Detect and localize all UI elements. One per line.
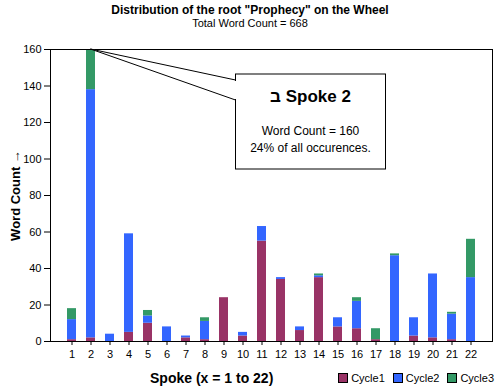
svg-text:Word Count →: Word Count → xyxy=(8,150,23,241)
svg-text:4: 4 xyxy=(126,348,132,360)
svg-text:9: 9 xyxy=(221,348,227,360)
svg-text:40: 40 xyxy=(29,262,41,274)
html-text:Cycle3: Cycle3 xyxy=(460,372,494,384)
svg-text:80: 80 xyxy=(29,189,41,201)
svg-text:5: 5 xyxy=(145,348,151,360)
svg-text:160: 160 xyxy=(23,43,41,55)
svg-text:140: 140 xyxy=(23,80,41,92)
svg-text:8: 8 xyxy=(202,348,208,360)
svg-text:15: 15 xyxy=(332,348,344,360)
svg-text:7: 7 xyxy=(183,348,189,360)
svg-text:13: 13 xyxy=(294,348,306,360)
svg-text:10: 10 xyxy=(237,348,249,360)
svg-text:120: 120 xyxy=(23,116,41,128)
svg-text:11: 11 xyxy=(256,348,267,360)
html-text:Distribution of the root "Prop: Distribution of the root "Prophecy" on t… xyxy=(111,3,389,17)
svg-text:ב Spoke 2: ב Spoke 2 xyxy=(270,87,351,106)
svg-text:24% of all occurences.: 24% of all occurences. xyxy=(250,141,371,155)
svg-text:17: 17 xyxy=(370,348,382,360)
svg-text:60: 60 xyxy=(29,226,41,238)
svg-text:18: 18 xyxy=(389,348,401,360)
svg-text:20: 20 xyxy=(427,348,439,360)
svg-text:20: 20 xyxy=(29,299,41,311)
svg-text:0: 0 xyxy=(35,335,41,347)
svg-text:1: 1 xyxy=(69,348,75,360)
svg-text:21: 21 xyxy=(446,348,458,360)
svg-text:12: 12 xyxy=(275,348,287,360)
svg-text:19: 19 xyxy=(408,348,420,360)
html-text:Cycle2: Cycle2 xyxy=(405,372,440,384)
svg-text:2: 2 xyxy=(88,348,94,360)
html-text:Total Word Count = 668: Total Word Count = 668 xyxy=(192,17,308,29)
html-text:Cycle1: Cycle1 xyxy=(351,372,385,384)
svg-text:Word Count = 160: Word Count = 160 xyxy=(262,124,360,138)
html-text:Spoke (x = 1 to 22): Spoke (x = 1 to 22) xyxy=(150,370,274,386)
svg-text:14: 14 xyxy=(313,348,325,360)
svg-text:3: 3 xyxy=(107,348,113,360)
svg-text:6: 6 xyxy=(164,348,170,360)
svg-text:100: 100 xyxy=(23,153,41,165)
svg-text:22: 22 xyxy=(465,348,477,360)
svg-text:16: 16 xyxy=(351,348,363,360)
